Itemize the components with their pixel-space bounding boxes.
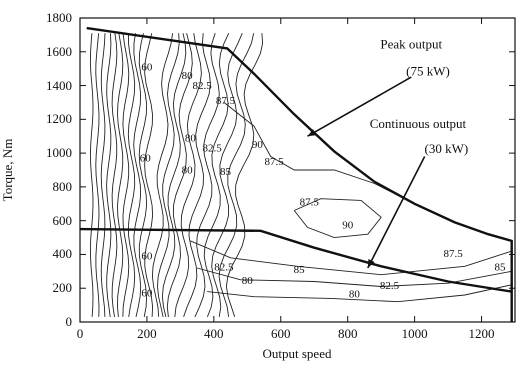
contour-line — [138, 33, 148, 317]
contour-label: 87.5 — [300, 196, 320, 208]
contour-line — [207, 284, 512, 303]
y-tick-label: 600 — [53, 213, 73, 228]
contour-label: 85 — [220, 166, 232, 178]
annotation-text: (30 kW) — [425, 141, 469, 156]
contour-line — [111, 33, 118, 317]
contour-label: 90 — [252, 139, 264, 151]
annotation-text: Continuous output — [370, 116, 467, 131]
contour-label: 80 — [185, 132, 197, 144]
y-axis: 0 200 400 600 800 1000 1200 1400 1600 18… — [0, 10, 72, 329]
contour-line — [211, 33, 243, 317]
contour-label: 60 — [141, 61, 153, 73]
contour-line — [117, 33, 124, 317]
annotation-arrow — [307, 76, 412, 137]
efficiency-contours — [89, 33, 512, 318]
y-tick-label: 1600 — [46, 44, 72, 59]
contour-label: 82.5 — [193, 80, 213, 92]
x-tick-label: 800 — [338, 326, 358, 341]
tick-marks — [79, 17, 515, 323]
contour-label: 60 — [141, 288, 153, 300]
contour-line — [218, 33, 255, 317]
annotations: Peak output (75 kW) Continuous output (30 k… — [307, 36, 469, 269]
annotation-text: Peak output — [380, 36, 442, 51]
y-tick-label: 1800 — [46, 10, 72, 25]
arrowhead-icon — [307, 129, 317, 137]
contour-label: 82.5 — [380, 280, 400, 292]
contour-line — [183, 33, 211, 318]
contour-label: 80 — [182, 70, 194, 82]
contour-label: 85 — [494, 261, 506, 273]
contour-line — [89, 33, 94, 317]
contour-label: 87.5 — [264, 156, 284, 168]
x-tick-label: 200 — [137, 326, 157, 341]
operating-curves — [79, 26, 513, 322]
y-tick-label: 200 — [53, 280, 73, 295]
contour-line — [151, 33, 174, 317]
contour-line — [223, 102, 415, 205]
y-tick-label: 1200 — [46, 111, 72, 126]
contour-line — [203, 33, 230, 318]
y-tick-label: 1400 — [46, 78, 72, 93]
x-tick-label: 400 — [204, 326, 224, 341]
arrowhead-icon — [367, 258, 375, 268]
peak-output-curve — [86, 26, 513, 322]
continuous-output-curve — [79, 227, 512, 293]
x-tick-label: 600 — [271, 326, 291, 341]
contour-label: 85 — [294, 264, 306, 276]
contour-label: 82.5 — [203, 142, 223, 154]
annotation-arrow — [367, 156, 426, 269]
contour-line — [127, 33, 136, 317]
contour-label: 87.5 — [216, 95, 236, 107]
contour-label: 60 — [140, 153, 152, 165]
contour-line — [95, 33, 100, 317]
contour-line — [122, 33, 130, 317]
contour-line — [100, 33, 106, 317]
y-tick-label: 800 — [53, 179, 73, 194]
y-tick-label: 0 — [66, 314, 73, 329]
y-tick-label: 1000 — [46, 145, 72, 160]
contour-line — [293, 198, 382, 239]
contour-label: 87.5 — [443, 248, 463, 260]
contour-line — [190, 240, 512, 276]
y-axis-title: Torque, Nm — [0, 139, 15, 202]
contour-line — [106, 33, 112, 317]
contour-label: 60 — [141, 251, 153, 263]
contour-label: 80 — [182, 164, 194, 176]
contour-label: 82.5 — [214, 261, 234, 273]
x-axis-title: Output speed — [263, 346, 332, 361]
contour-label: 80 — [349, 289, 361, 301]
y-tick-label: 400 — [53, 246, 73, 261]
contour-line — [133, 33, 142, 317]
contour-line — [161, 33, 187, 318]
contour-line — [225, 33, 264, 318]
contour-line — [196, 267, 512, 287]
contour-line — [166, 33, 193, 317]
x-tick-label: 1000 — [402, 326, 428, 341]
contour-label: 90 — [342, 219, 354, 231]
contour-line — [157, 33, 180, 317]
x-tick-label: 1200 — [469, 326, 495, 341]
contour-line — [174, 33, 202, 317]
annotation-text: (75 kW) — [406, 63, 450, 78]
contour-line — [144, 33, 154, 317]
x-tick-label: 0 — [77, 326, 84, 341]
x-axis: 0 200 400 600 800 1000 1200 Output speed — [77, 326, 495, 361]
contour-label: 80 — [242, 275, 254, 287]
